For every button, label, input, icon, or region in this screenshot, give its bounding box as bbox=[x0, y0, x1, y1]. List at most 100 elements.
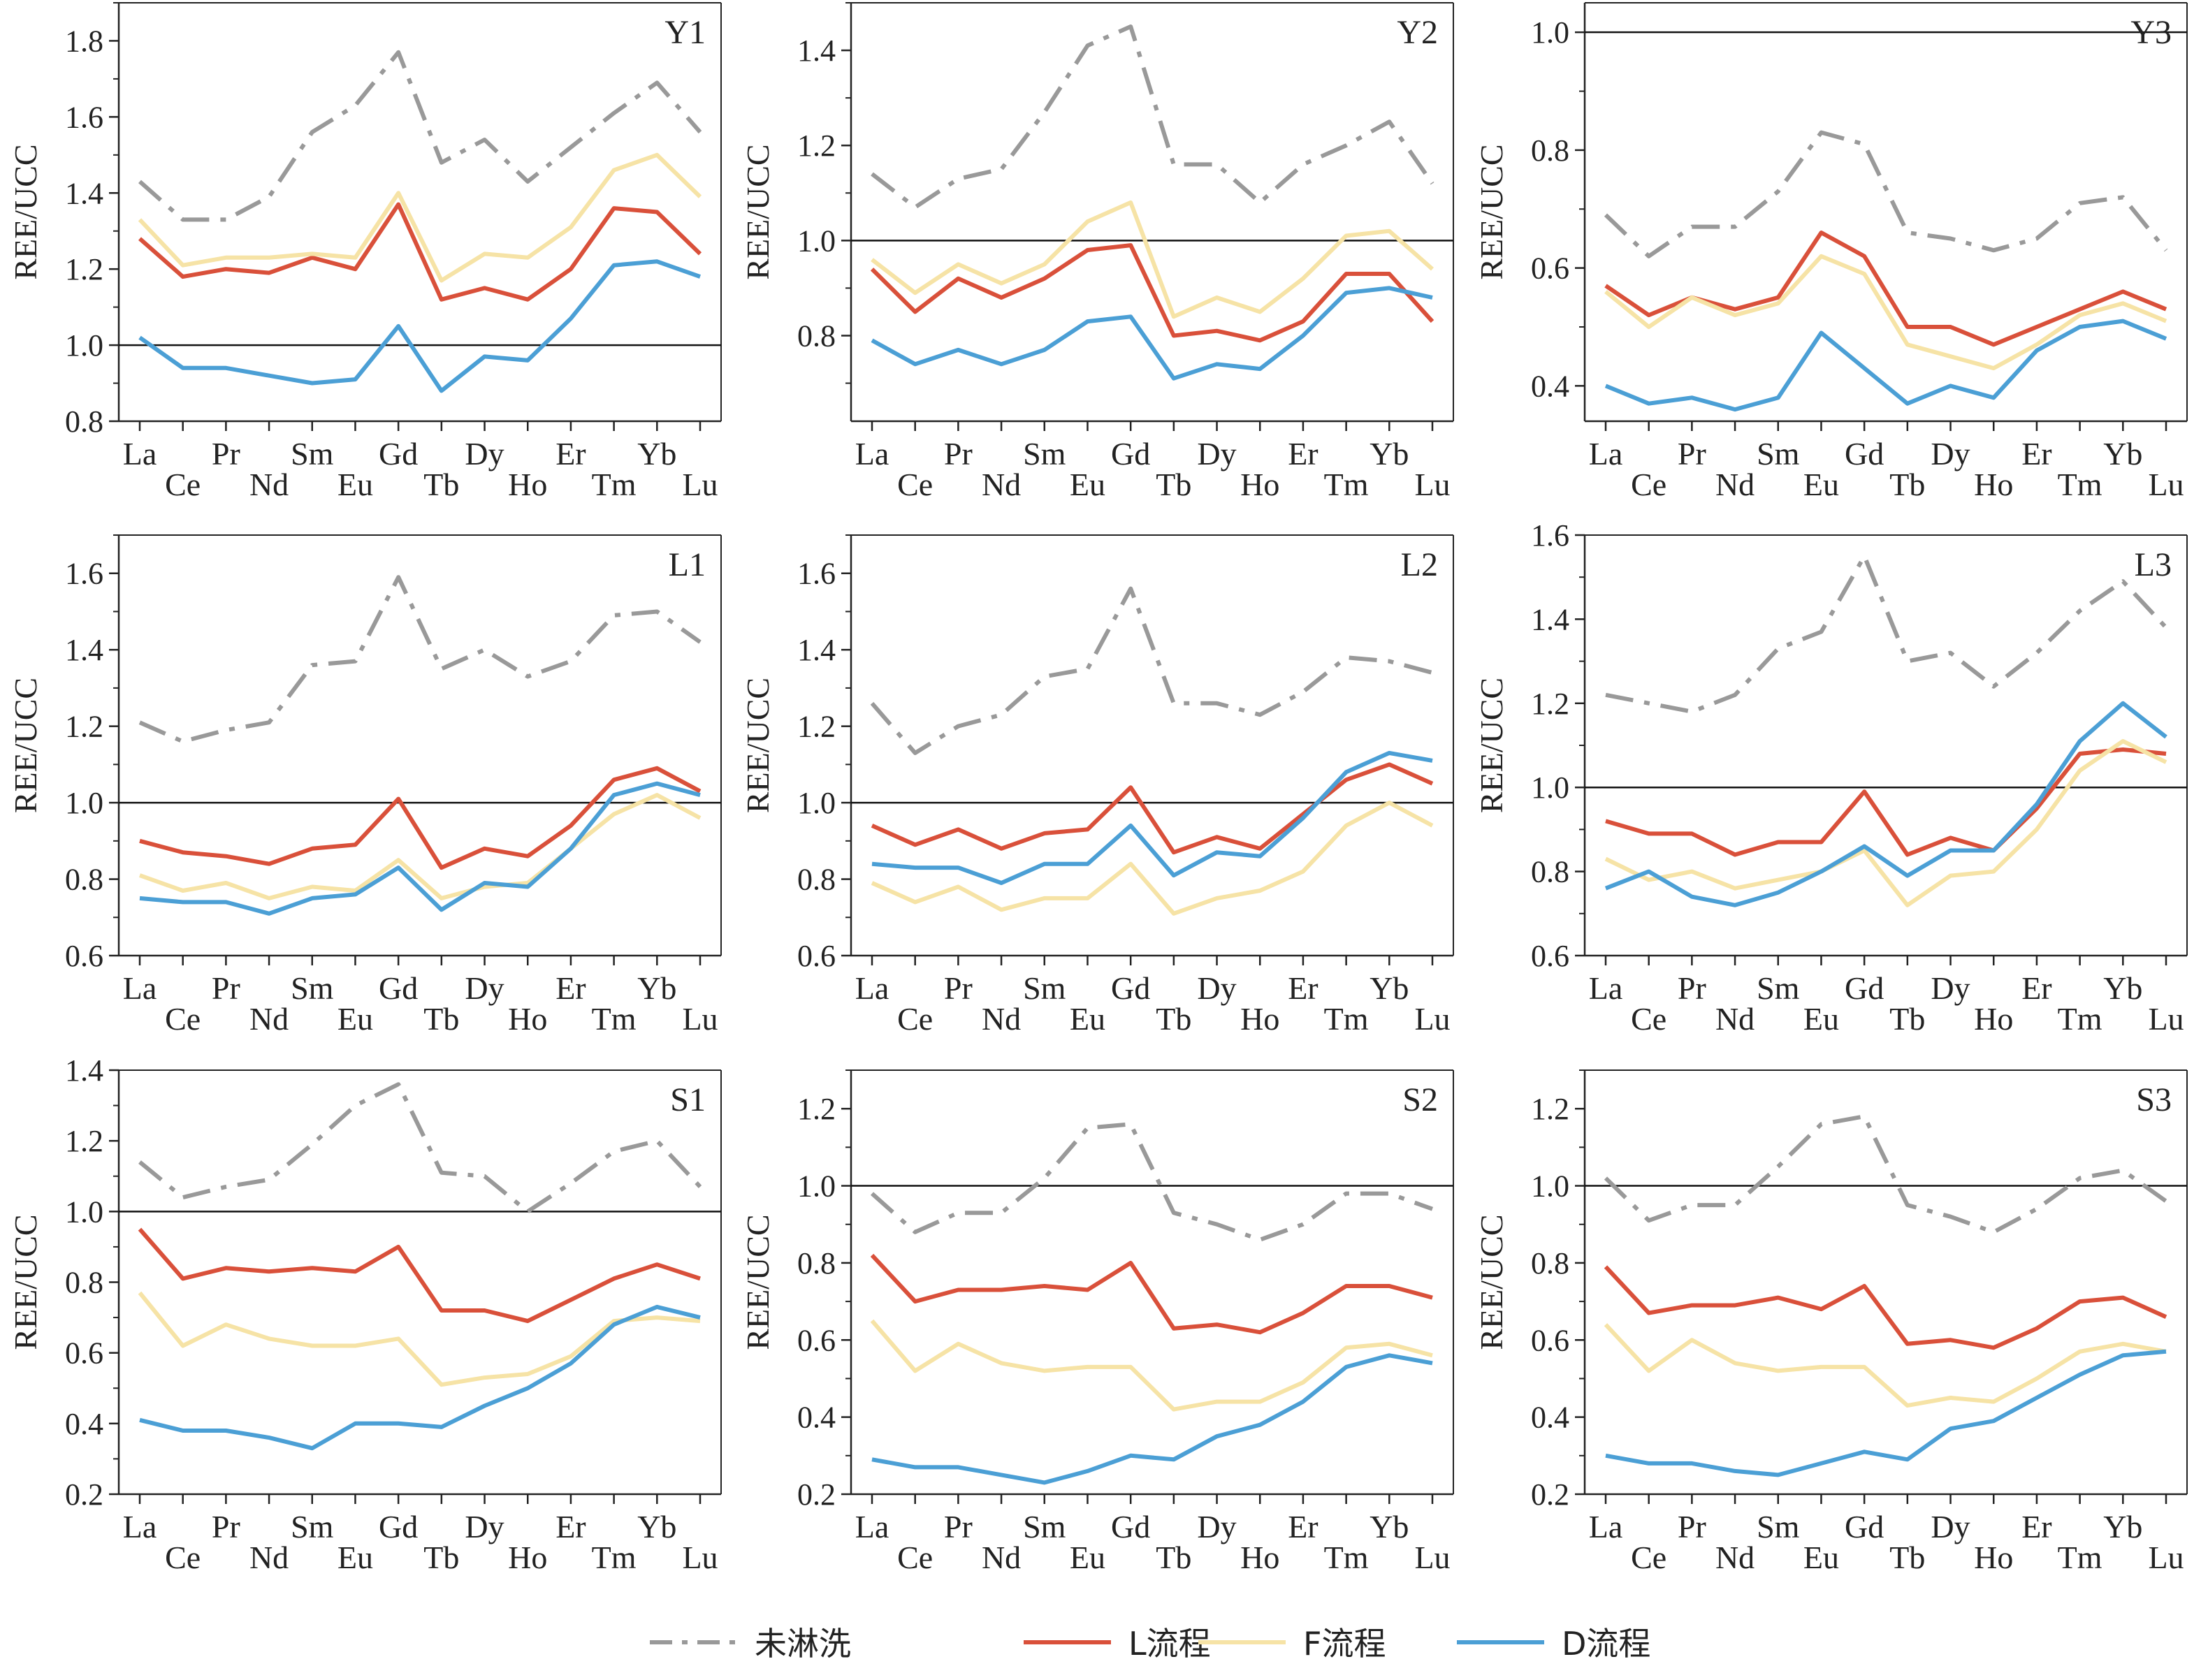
series-line-d bbox=[1604, 701, 2167, 907]
series-line-f bbox=[138, 793, 702, 900]
x-tick-label: Pr bbox=[1678, 970, 1706, 1006]
x-tick-label: Ce bbox=[165, 467, 201, 502]
x-tick-label: Tm bbox=[1324, 1001, 1369, 1037]
y-axis-label: REE/UCC bbox=[740, 144, 776, 279]
x-tick-label: Tb bbox=[423, 1001, 459, 1037]
legend-item: 未淋洗 bbox=[650, 1625, 851, 1663]
x-tick-label: Sm bbox=[1023, 436, 1066, 472]
y-tick-label: 0.8 bbox=[1531, 1246, 1569, 1280]
y-tick-label: 1.2 bbox=[1531, 687, 1569, 721]
x-tick-label: Er bbox=[555, 1509, 586, 1544]
series-line-d bbox=[871, 1353, 1433, 1485]
x-tick-label: Er bbox=[2021, 970, 2051, 1006]
x-tick-label: Nd bbox=[249, 467, 289, 502]
series-line-f bbox=[1604, 254, 2167, 371]
y-tick-label: 0.8 bbox=[797, 1246, 836, 1280]
panel-title: S3 bbox=[2136, 1081, 2172, 1118]
y-tick-label: 0.6 bbox=[1531, 1323, 1569, 1357]
x-tick-label: Lu bbox=[2148, 1001, 2184, 1037]
x-tick-label: Nd bbox=[1715, 1001, 1755, 1037]
series-line-f bbox=[1604, 1323, 2167, 1408]
x-tick-label: Ho bbox=[508, 1001, 547, 1037]
x-tick-label: Tm bbox=[592, 1001, 637, 1037]
x-tick-label: Gd bbox=[379, 1509, 418, 1544]
x-tick-label: Yb bbox=[637, 436, 676, 472]
y-tick-label: 0.4 bbox=[1531, 369, 1569, 403]
legend-label: 未淋洗 bbox=[755, 1625, 851, 1663]
panel-title: L1 bbox=[669, 546, 706, 583]
x-tick-label: La bbox=[855, 1509, 889, 1544]
x-tick-label: Ce bbox=[897, 1001, 933, 1037]
x-tick-label: Dy bbox=[465, 970, 504, 1006]
y-tick-label: 1.0 bbox=[1531, 1169, 1569, 1204]
x-tick-label: Ce bbox=[897, 1540, 933, 1575]
legend-label: D流程 bbox=[1562, 1625, 1650, 1663]
series-line-unleached bbox=[138, 1082, 702, 1214]
x-tick-label: Lu bbox=[682, 1540, 718, 1575]
x-tick-label: Tm bbox=[1324, 467, 1369, 502]
x-tick-label: Ho bbox=[1974, 1540, 2013, 1575]
x-tick-label: Lu bbox=[682, 1001, 718, 1037]
x-tick-label: Eu bbox=[337, 467, 373, 502]
x-tick-label: Tb bbox=[423, 467, 459, 502]
x-tick-label: Lu bbox=[1414, 1540, 1450, 1575]
x-tick-label: Nd bbox=[1715, 467, 1755, 502]
series-line-unleached bbox=[138, 50, 702, 222]
series-line-l bbox=[871, 762, 1434, 855]
x-tick-label: Dy bbox=[1197, 970, 1236, 1006]
x-tick-label: Er bbox=[1288, 970, 1318, 1006]
x-tick-label: Tm bbox=[2058, 1001, 2102, 1037]
x-tick-label: Gd bbox=[1845, 1509, 1884, 1544]
series-line-unleached bbox=[870, 586, 1433, 755]
x-tick-label: Sm bbox=[291, 436, 334, 472]
y-axis-label: REE/UCC bbox=[740, 678, 776, 813]
y-tick-label: 0.2 bbox=[797, 1477, 836, 1512]
x-tick-label: Tb bbox=[1156, 1001, 1191, 1037]
series-line-f bbox=[138, 1291, 701, 1387]
x-tick-label: Er bbox=[1288, 436, 1318, 472]
y-tick-label: 1.2 bbox=[797, 710, 836, 744]
y-tick-label: 1.4 bbox=[65, 1053, 103, 1088]
series-line-unleached bbox=[138, 575, 702, 744]
x-tick-label: Pr bbox=[212, 436, 240, 472]
series-line-unleached bbox=[1604, 130, 2168, 258]
series-line-l bbox=[139, 766, 702, 870]
x-tick-label: Gd bbox=[1111, 1509, 1150, 1544]
x-tick-label: Ce bbox=[165, 1001, 201, 1037]
series-line-d bbox=[1604, 319, 2167, 412]
x-tick-label: Tm bbox=[1324, 1540, 1369, 1575]
series-line-unleached bbox=[1604, 1114, 2167, 1234]
x-tick-label: Tm bbox=[2058, 467, 2102, 502]
series-line-d bbox=[138, 259, 701, 393]
x-tick-label: Er bbox=[2021, 436, 2051, 472]
x-tick-label: Nd bbox=[982, 1001, 1021, 1037]
x-tick-label: Dy bbox=[465, 436, 504, 472]
y-tick-label: 1.2 bbox=[797, 1092, 836, 1126]
y-tick-label: 0.8 bbox=[1531, 855, 1569, 889]
series-line-f bbox=[871, 200, 1434, 319]
series-line-l bbox=[138, 1227, 701, 1324]
panel-title: Y2 bbox=[1397, 14, 1438, 51]
x-tick-label: Pr bbox=[944, 436, 973, 472]
x-tick-label: Tm bbox=[592, 467, 637, 502]
x-tick-label: La bbox=[1589, 436, 1623, 472]
y-tick-label: 0.6 bbox=[1531, 251, 1569, 286]
x-tick-label: Er bbox=[555, 970, 586, 1006]
y-tick-label: 1.2 bbox=[65, 710, 103, 744]
series-line-f bbox=[870, 1319, 1433, 1412]
y-axis-label: REE/UCC bbox=[8, 144, 43, 279]
x-tick-label: Gd bbox=[379, 436, 418, 472]
legend-item: L流程 bbox=[1024, 1625, 1211, 1663]
y-tick-label: 1.4 bbox=[65, 633, 103, 667]
y-tick-label: 0.8 bbox=[65, 1266, 103, 1300]
series-line-unleached bbox=[871, 24, 1434, 210]
x-tick-label: Pr bbox=[1678, 436, 1706, 472]
y-tick-label: 1.0 bbox=[797, 786, 836, 820]
x-tick-label: Gd bbox=[1111, 436, 1150, 472]
x-tick-label: Tb bbox=[1156, 467, 1191, 502]
